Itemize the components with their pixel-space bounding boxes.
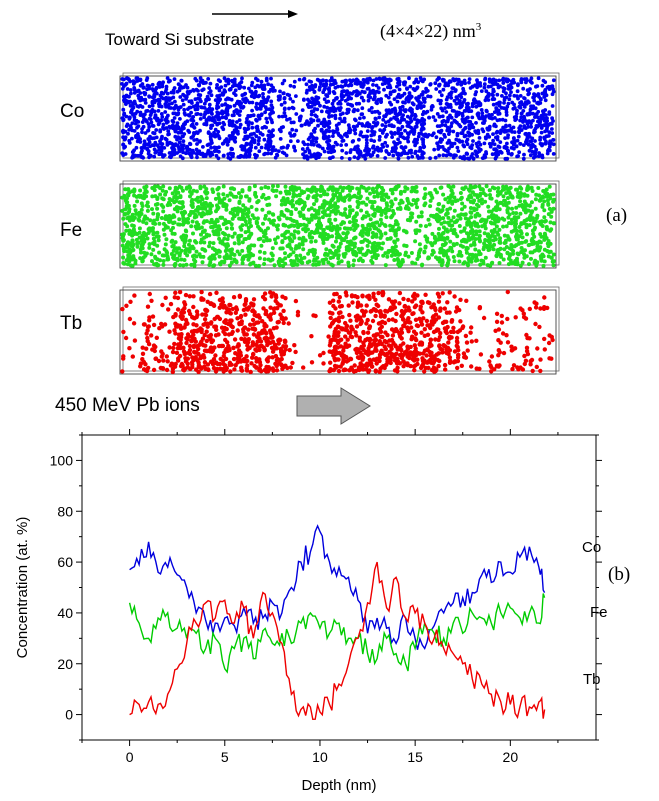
y-tick-label: 80 bbox=[57, 503, 73, 519]
panel-b-label: (b) bbox=[608, 564, 631, 585]
y-tick-label: 40 bbox=[57, 605, 73, 621]
atom-map-co bbox=[119, 72, 560, 162]
direction-label: Toward Si substrate bbox=[105, 30, 255, 49]
atom-map-fe bbox=[119, 180, 560, 269]
box-size-label: (4×4×22) nm3 bbox=[380, 21, 482, 41]
atom-map-tb bbox=[119, 286, 560, 375]
element-label-co: Co bbox=[60, 101, 85, 122]
x-tick-label: 5 bbox=[221, 749, 229, 765]
y-tick-label: 60 bbox=[57, 554, 73, 570]
series-line-co bbox=[129, 524, 546, 651]
x-tick-label: 0 bbox=[126, 749, 134, 765]
atom-map-panel bbox=[119, 10, 560, 425]
y-axis-title: Concentration (at. %) bbox=[14, 517, 31, 659]
ion-beam-label: 450 MeV Pb ions bbox=[55, 395, 200, 416]
series-label-fe: Fe bbox=[590, 604, 608, 621]
x-tick-label: 20 bbox=[503, 749, 519, 765]
element-label-fe: Fe bbox=[60, 220, 83, 241]
series-line-fe bbox=[128, 593, 546, 674]
panel-a-label: (a) bbox=[606, 205, 628, 226]
block-arrow-icon bbox=[296, 387, 371, 425]
right-arrow-icon bbox=[212, 10, 298, 18]
element-label-tb: Tb bbox=[60, 313, 83, 334]
plot-frame bbox=[81, 434, 597, 741]
y-tick-label: 20 bbox=[57, 656, 73, 672]
x-axis-title: Depth (nm) bbox=[301, 777, 376, 794]
series-label-tb: Tb bbox=[583, 671, 601, 688]
series-label-co: Co bbox=[582, 539, 601, 556]
series-line-tb bbox=[129, 561, 546, 721]
y-tick-label: 0 bbox=[65, 707, 73, 723]
x-tick-label: 15 bbox=[407, 749, 423, 765]
y-tick-label: 100 bbox=[50, 452, 74, 468]
x-tick-label: 10 bbox=[312, 749, 328, 765]
